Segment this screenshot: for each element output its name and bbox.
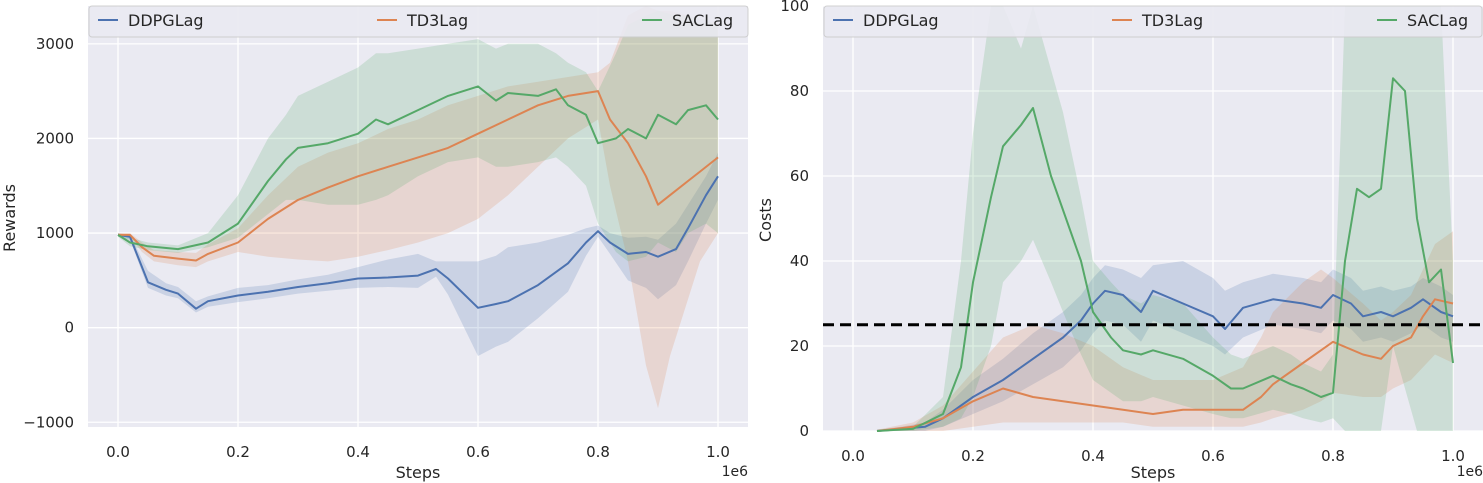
costs-y-tick-label: 100 [780,0,809,15]
rewards-x-tick-label: 0.8 [586,443,610,461]
costs-legend-label-td3lag: TD3Lag [1141,11,1203,30]
costs-line-saclag [876,77,1454,432]
costs-legend-label-saclag: SACLag [1407,11,1468,30]
rewards-legend-label-ddpglag: DDPGLag [128,11,204,30]
costs-line-td3lag [876,298,1454,432]
rewards-confidence-bands [118,6,718,409]
costs-x-tick-label: 0.2 [961,447,985,465]
costs-series-lines [876,77,1454,432]
costs-y-tick-label: 0 [799,422,809,440]
rewards-band-td3lag [118,6,718,409]
costs-x-tick-label: 0.0 [841,447,865,465]
rewards-series-lines [117,85,719,310]
costs-x-tick-label: 0.6 [1201,447,1225,465]
rewards-legend-label-saclag: SACLag [672,11,733,30]
costs-plot-area [823,6,1483,431]
costs-x-tick-label: 1.0 [1441,447,1465,465]
rewards-panel: 0.0 0.2 0.4 0.6 0.8 1.0 −1000 0 1000 2000 3000 St… [0,5,749,482]
rewards-legend-box [88,5,749,38]
costs-y-tick-label: 80 [790,82,809,100]
rewards-y-ticks: −1000 0 1000 2000 3000 [23,35,74,431]
rewards-y-tick-label: 2000 [36,129,74,147]
rewards-y-tick-label: 1000 [36,224,74,242]
costs-x-ticks: 0.0 0.2 0.4 0.6 0.8 1.0 [841,447,1465,465]
rewards-x-tick-label: 0.4 [346,443,370,461]
costs-y-tick-label: 20 [790,337,809,355]
costs-legend-label-ddpglag: DDPGLag [863,11,939,30]
costs-y-tick-label: 40 [790,252,809,270]
rewards-y-axis-label: Rewards [0,184,19,252]
costs-band-ddpglag [877,261,1453,431]
rewards-y-tick-label: −1000 [23,413,74,431]
costs-band-td3lag [877,231,1453,431]
rewards-band-ddpglag [118,152,718,356]
costs-panel: 0.0 0.2 0.4 0.6 0.8 1.0 0 20 40 60 80 100 Steps Co… [756,0,1483,482]
costs-legend: DDPGLag TD3Lag SACLag [823,5,1483,38]
costs-legend-box [823,5,1483,38]
costs-x-tick-label: 0.8 [1321,447,1345,465]
rewards-x-offset-label: 1e6 [722,464,749,480]
rewards-x-tick-label: 0.6 [466,443,490,461]
rewards-x-ticks: 0.0 0.2 0.4 0.6 0.8 1.0 [106,443,730,461]
costs-y-ticks: 0 20 40 60 80 100 [780,0,809,440]
costs-y-tick-label: 60 [790,167,809,185]
rewards-legend-label-td3lag: TD3Lag [406,11,468,30]
rewards-x-tick-label: 0.0 [106,443,130,461]
rewards-x-axis-label: Steps [396,463,441,482]
costs-line-ddpglag [876,289,1454,432]
rewards-legend: DDPGLag TD3Lag SACLag [88,5,749,38]
rewards-y-tick-label: 0 [64,319,74,337]
rewards-y-tick-label: 3000 [36,35,74,53]
rewards-line-ddpglag [117,175,719,310]
costs-band-saclag [877,6,1453,431]
costs-y-axis-label: Costs [756,198,775,242]
costs-confidence-bands [877,6,1453,431]
costs-x-axis-label: Steps [1131,463,1176,482]
rewards-x-tick-label: 1.0 [706,443,730,461]
costs-x-offset-label: 1e6 [1457,464,1483,480]
costs-x-tick-label: 0.4 [1081,447,1105,465]
rewards-line-saclag [117,85,719,251]
rewards-band-saclag [118,10,718,262]
rewards-plot-area [88,6,748,427]
rewards-gridlines [88,6,748,427]
rewards-x-tick-label: 0.2 [226,443,250,461]
rewards-line-td3lag [118,90,719,262]
